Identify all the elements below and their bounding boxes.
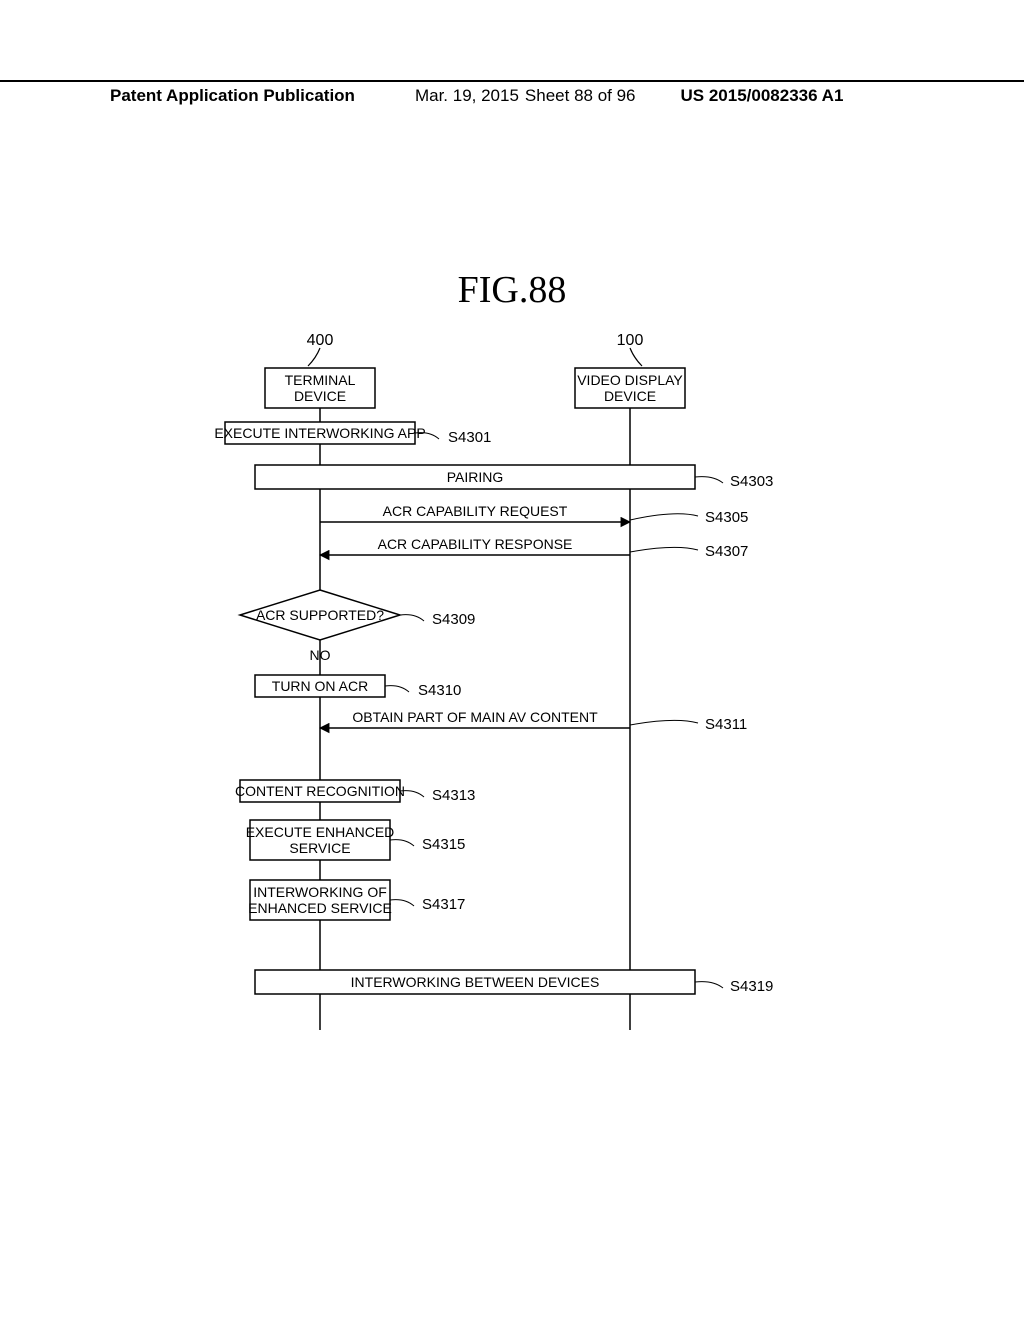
content-recognition-step: CONTENT RECOGNITION S4313 (235, 780, 475, 804)
svg-text:SERVICE: SERVICE (289, 840, 350, 856)
svg-text:S4307: S4307 (705, 543, 748, 560)
publication-label: Patent Application Publication (110, 86, 355, 106)
svg-text:INTERWORKING OF: INTERWORKING OF (253, 884, 387, 900)
video-ref: 100 (617, 332, 644, 349)
sequence-diagram: 400 100 TERMINAL DEVICE VIDEO DISPLAY DE… (200, 330, 860, 1150)
acr-capability-response-arrow: ACR CAPABILITY RESPONSE S4307 (320, 536, 748, 560)
svg-text:S4303: S4303 (730, 473, 773, 490)
publication-date: Mar. 19, 2015 (415, 86, 519, 106)
svg-text:EXECUTE ENHANCED: EXECUTE ENHANCED (246, 824, 395, 840)
svg-text:S4313: S4313 (432, 787, 475, 804)
page-header: Patent Application Publication Mar. 19, … (0, 80, 1024, 106)
terminal-ref: 400 (307, 332, 334, 349)
svg-text:INTERWORKING BETWEEN DEVICES: INTERWORKING BETWEEN DEVICES (351, 974, 600, 990)
svg-text:S4315: S4315 (422, 836, 465, 853)
interworking-between-devices-step: INTERWORKING BETWEEN DEVICES S4319 (255, 970, 773, 995)
svg-text:ACR SUPPORTED?: ACR SUPPORTED? (256, 607, 384, 623)
turn-on-acr-step: TURN ON ACR S4310 (255, 675, 461, 699)
svg-text:ACR CAPABILITY REQUEST: ACR CAPABILITY REQUEST (383, 503, 568, 519)
interworking-enhanced-service-step: INTERWORKING OF ENHANCED SERVICE S4317 (248, 880, 465, 920)
svg-text:VIDEO DISPLAY: VIDEO DISPLAY (577, 372, 683, 388)
svg-text:DEVICE: DEVICE (294, 388, 346, 404)
svg-text:S4319: S4319 (730, 978, 773, 995)
svg-text:TURN ON ACR: TURN ON ACR (272, 678, 368, 694)
svg-text:S4311: S4311 (705, 716, 747, 733)
svg-text:S4310: S4310 (418, 682, 461, 699)
figure-title: FIG.88 (0, 268, 1024, 312)
acr-capability-request-arrow: ACR CAPABILITY REQUEST S4305 (320, 503, 748, 526)
doc-number: US 2015/0082336 A1 (681, 86, 844, 106)
svg-text:ENHANCED SERVICE: ENHANCED SERVICE (248, 900, 392, 916)
svg-text:S4317: S4317 (422, 896, 465, 913)
sheet-number: Sheet 88 of 96 (525, 86, 636, 106)
svg-text:S4309: S4309 (432, 611, 475, 628)
svg-text:S4301: S4301 (448, 429, 491, 446)
svg-text:CONTENT RECOGNITION: CONTENT RECOGNITION (235, 783, 405, 799)
execute-interworking-app-step: EXECUTE INTERWORKING APP S4301 (214, 422, 491, 446)
acr-supported-decision: ACR SUPPORTED? S4309 NO (240, 590, 475, 663)
svg-text:TERMINAL: TERMINAL (285, 372, 356, 388)
execute-enhanced-service-step: EXECUTE ENHANCED SERVICE S4315 (246, 820, 466, 860)
terminal-device-box: TERMINAL DEVICE (265, 368, 375, 408)
svg-text:PAIRING: PAIRING (447, 469, 504, 485)
pairing-step: PAIRING S4303 (255, 465, 773, 490)
svg-text:EXECUTE INTERWORKING APP: EXECUTE INTERWORKING APP (214, 425, 425, 441)
svg-text:OBTAIN PART OF MAIN AV CONTENT: OBTAIN PART OF MAIN AV CONTENT (352, 709, 598, 725)
video-display-device-box: VIDEO DISPLAY DEVICE (575, 368, 685, 408)
no-branch-label: NO (310, 647, 331, 663)
svg-text:S4305: S4305 (705, 509, 748, 526)
svg-text:ACR CAPABILITY RESPONSE: ACR CAPABILITY RESPONSE (378, 536, 573, 552)
svg-text:DEVICE: DEVICE (604, 388, 656, 404)
obtain-av-content-arrow: OBTAIN PART OF MAIN AV CONTENT S4311 (320, 709, 747, 733)
